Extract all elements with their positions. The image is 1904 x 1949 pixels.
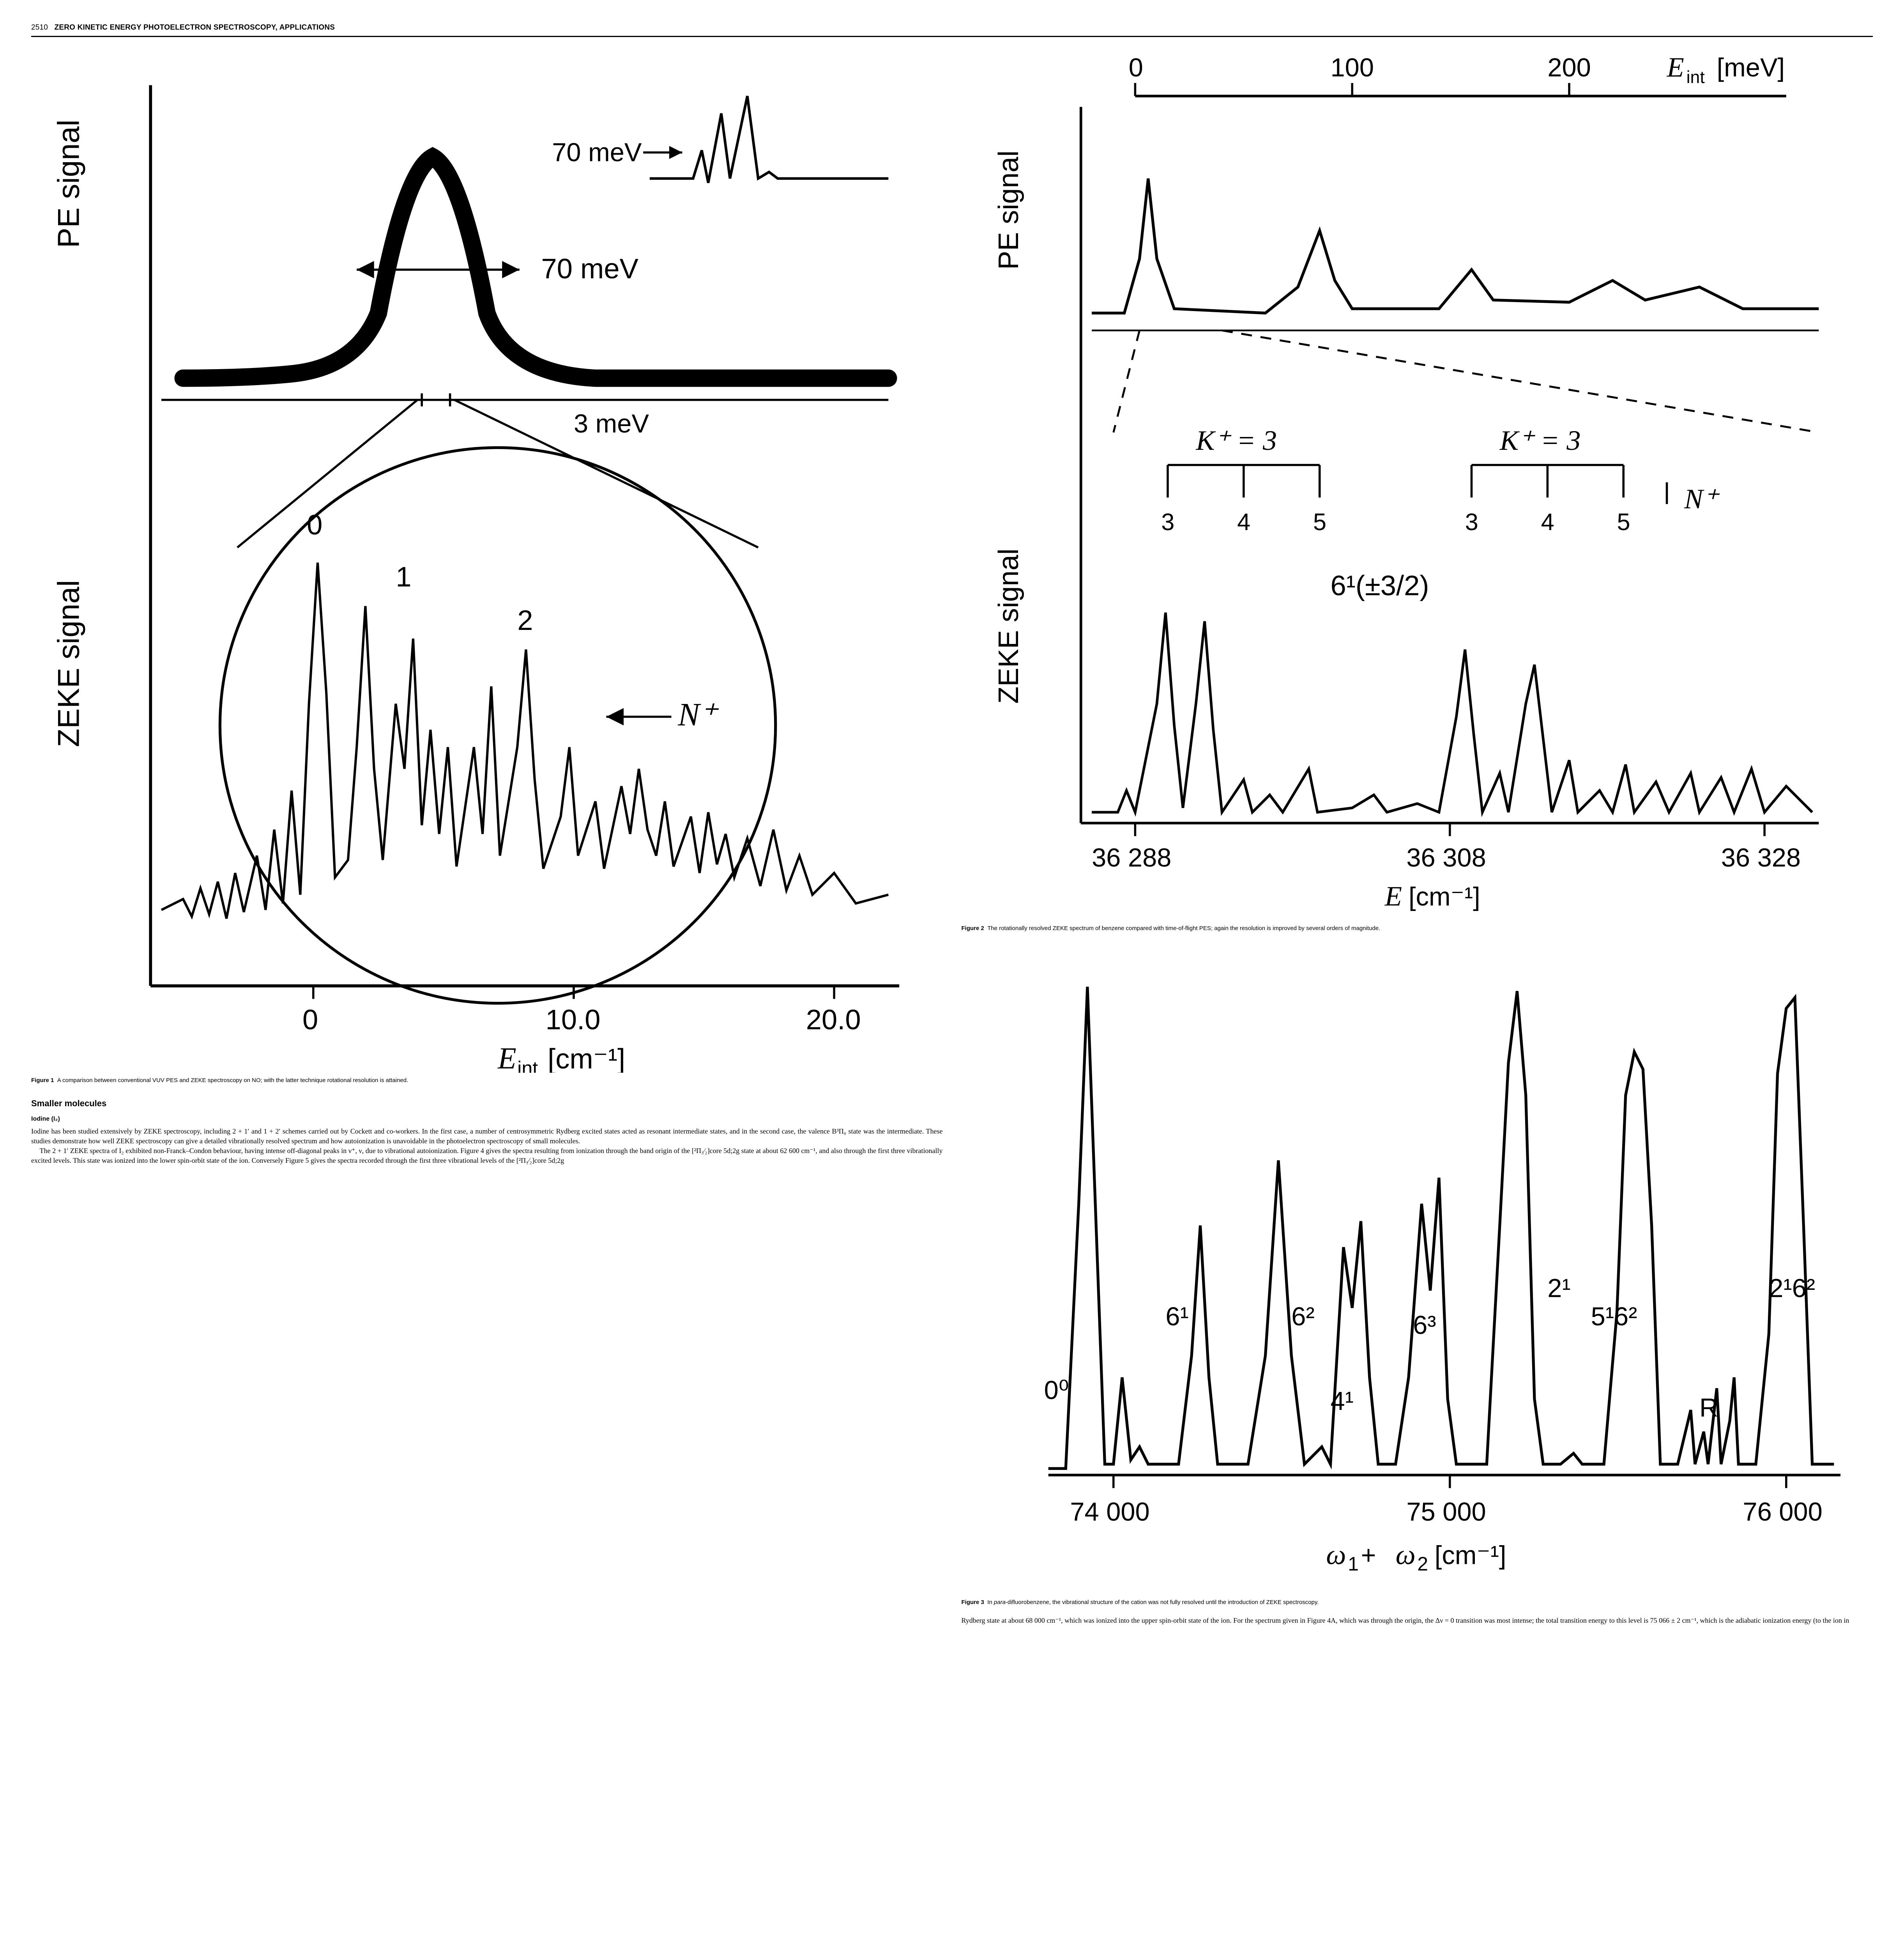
fig2-str0: 3 [1465, 509, 1478, 535]
fig2-stl0: 3 [1161, 509, 1174, 535]
page-header: 2510 ZERO KINETIC ENERGY PHOTOELECTRON S… [31, 23, 1873, 37]
fig3-p8: 2¹6² [1769, 1274, 1815, 1303]
fig1-xt-2: 20.0 [806, 1004, 861, 1036]
figure-3-caption: Figure 3 In para-difluorobenzene, the vi… [962, 1599, 1873, 1606]
fig3-cap-label: Figure 3 [962, 1599, 984, 1606]
svg-text:[meV]: [meV] [1717, 53, 1784, 82]
fig3-p0: 0⁰ [1044, 1376, 1069, 1405]
fig3-p7: R [1699, 1394, 1718, 1422]
svg-text:[cm⁻¹]: [cm⁻¹] [1408, 883, 1480, 911]
fig2-str2: 5 [1617, 509, 1630, 535]
figure-1-svg: PE signal ZEKE signal 70 meV 70 meV 3 me… [31, 53, 943, 1073]
figure-2-caption: Figure 2 The rotationally resolved ZEKE … [962, 925, 1873, 932]
fig3-p3: 4¹ [1330, 1387, 1353, 1416]
fig1-y-top-label: PE signal [51, 120, 85, 248]
fig2-stl2: 5 [1313, 509, 1326, 535]
subsection-iodine: Iodine (I₂) [31, 1116, 943, 1123]
fig1-xt-0: 0 [302, 1004, 318, 1036]
fig3-xt1: 75 000 [1406, 1498, 1486, 1526]
svg-text:[cm⁻¹]: [cm⁻¹] [1434, 1541, 1506, 1570]
fig2-topt-0: 0 [1128, 53, 1143, 82]
right-column: 0 100 200 E int [meV] PE signal ZEKE sig… [962, 53, 1873, 1625]
fig1-N-label: N⁺ [677, 697, 719, 733]
fig3-p2: 6² [1291, 1302, 1314, 1331]
svg-text:E: E [497, 1042, 516, 1073]
svg-text:E: E [1384, 881, 1402, 912]
figure-1-caption: Figure 1 A comparison between convention… [31, 1077, 943, 1084]
fig1-y-bot-label: ZEKE signal [51, 580, 85, 747]
figure-1: PE signal ZEKE signal 70 meV 70 meV 3 me… [31, 53, 943, 1084]
fig2-Nlabel: N⁺ [1684, 483, 1720, 515]
svg-text:1: 1 [1348, 1553, 1359, 1575]
fig2-cap-label: Figure 2 [962, 925, 984, 932]
fig2-Kright: K⁺ = 3 [1499, 425, 1580, 456]
fig1-annot-70b: 70 meV [541, 253, 638, 285]
fig1-annot-3: 3 meV [574, 409, 649, 438]
fig2-center-annot: 6¹(±3/2) [1330, 570, 1429, 601]
fig2-cap-text: The rotationally resolved ZEKE spectrum … [987, 925, 1380, 932]
fig1-peak-2: 2 [517, 605, 533, 636]
fig2-xt2: 36 328 [1721, 844, 1800, 872]
svg-text:+: + [1361, 1541, 1376, 1570]
fig2-y-bot: ZEKE signal [992, 548, 1024, 704]
fig2-topt-1: 100 [1330, 53, 1374, 82]
para-2: The 2 + 1′ ZEKE spectra of I₂ exhibited … [31, 1146, 943, 1166]
svg-text:[cm⁻¹]: [cm⁻¹] [548, 1043, 625, 1073]
fig3-p5: 2¹ [1547, 1274, 1570, 1303]
fig3-cap-ital: para [994, 1599, 1006, 1606]
figure-2-svg: 0 100 200 E int [meV] PE signal ZEKE sig… [962, 53, 1873, 921]
two-column-layout: PE signal ZEKE signal 70 meV 70 meV 3 me… [31, 53, 1873, 1625]
figure-3: 0⁰ 6¹ 6² 4¹ 6³ 2¹ 5¹6² R 2¹6² 74 000 75 … [962, 943, 1873, 1606]
page-number: 2510 [31, 23, 48, 32]
fig3-cap-text: -difluorobenzene, the vibrational struct… [1006, 1599, 1319, 1606]
fig3-cap-prefix: In [987, 1599, 994, 1606]
svg-text:2: 2 [1417, 1553, 1428, 1575]
fig2-Kleft: K⁺ = 3 [1195, 425, 1277, 456]
fig2-xt0: 36 288 [1092, 844, 1171, 872]
header-title: ZERO KINETIC ENERGY PHOTOELECTRON SPECTR… [55, 23, 335, 32]
fig1-annot-70a: 70 meV [552, 138, 642, 167]
para-1: Iodine has been studied extensively by Z… [31, 1127, 943, 1146]
fig2-stl1: 4 [1237, 509, 1250, 535]
svg-text:E: E [1666, 53, 1684, 83]
fig1-peak-0: 0 [307, 509, 322, 541]
fig3-p1: 6¹ [1165, 1302, 1188, 1331]
fig3-xt2: 76 000 [1743, 1498, 1822, 1526]
fig2-topt-2: 200 [1547, 53, 1591, 82]
fig2-str1: 4 [1541, 509, 1554, 535]
fig1-cap-text: A comparison between conventional VUV PE… [57, 1077, 408, 1084]
fig3-p4: 6³ [1413, 1311, 1436, 1340]
fig1-xt-1: 10.0 [546, 1004, 601, 1036]
svg-text:int: int [1686, 68, 1705, 87]
fig1-peak-1: 1 [396, 561, 411, 593]
fig3-p6: 5¹6² [1591, 1302, 1637, 1331]
svg-text:ω: ω [1326, 1539, 1346, 1571]
fig1-cap-label: Figure 1 [31, 1077, 54, 1084]
fig2-y-top: PE signal [992, 150, 1024, 270]
fig3-xt0: 74 000 [1070, 1498, 1149, 1526]
figure-3-svg: 0⁰ 6¹ 6² 4¹ 6³ 2¹ 5¹6² R 2¹6² 74 000 75 … [962, 943, 1873, 1594]
right-para: Rydberg state at about 68 000 cm⁻¹, whic… [962, 1616, 1873, 1625]
svg-text:int: int [517, 1057, 538, 1072]
fig2-xt1: 36 308 [1406, 844, 1486, 872]
section-smaller-molecules: Smaller molecules [31, 1098, 943, 1109]
left-column: PE signal ZEKE signal 70 meV 70 meV 3 me… [31, 53, 943, 1625]
svg-text:ω: ω [1395, 1539, 1415, 1571]
figure-2: 0 100 200 E int [meV] PE signal ZEKE sig… [962, 53, 1873, 932]
